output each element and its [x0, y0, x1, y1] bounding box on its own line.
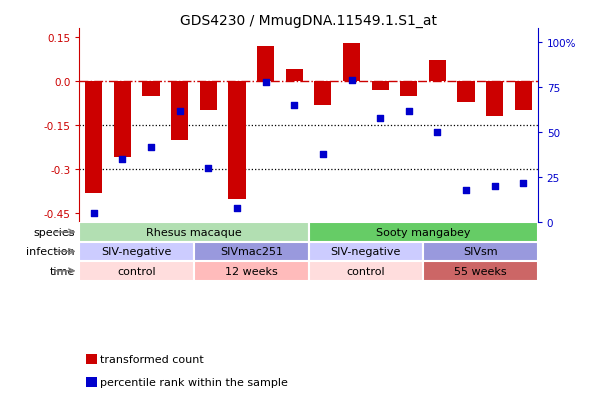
- Text: SIVmac251: SIVmac251: [220, 247, 283, 257]
- Bar: [343, 44, 360, 82]
- Bar: [79, 261, 194, 281]
- Title: GDS4230 / MmugDNA.11549.1.S1_at: GDS4230 / MmugDNA.11549.1.S1_at: [180, 14, 437, 28]
- Text: percentile rank within the sample: percentile rank within the sample: [100, 377, 288, 387]
- Bar: [309, 242, 423, 261]
- Text: infection: infection: [26, 247, 75, 257]
- Bar: [458, 82, 475, 102]
- Text: control: control: [117, 266, 156, 276]
- Text: control: control: [346, 266, 385, 276]
- Bar: [85, 82, 103, 193]
- Text: SIVsm: SIVsm: [463, 247, 498, 257]
- Text: Sooty mangabey: Sooty mangabey: [376, 228, 470, 237]
- Bar: [142, 82, 159, 97]
- Bar: [423, 242, 538, 261]
- Point: [375, 115, 385, 122]
- Bar: [114, 82, 131, 158]
- Point: [346, 78, 356, 84]
- Point: [404, 108, 414, 115]
- Bar: [194, 242, 309, 261]
- Bar: [79, 223, 309, 242]
- Bar: [314, 82, 331, 105]
- Text: Rhesus macaque: Rhesus macaque: [146, 228, 242, 237]
- Text: transformed count: transformed count: [100, 354, 204, 364]
- Point: [318, 151, 327, 158]
- Bar: [79, 242, 194, 261]
- Point: [175, 108, 185, 115]
- Point: [117, 157, 127, 163]
- Text: SIV-negative: SIV-negative: [331, 247, 401, 257]
- Bar: [285, 70, 303, 82]
- Bar: [400, 82, 417, 97]
- Point: [490, 183, 500, 190]
- Text: 12 weeks: 12 weeks: [225, 266, 277, 276]
- Point: [290, 103, 299, 109]
- Bar: [229, 82, 246, 199]
- Point: [146, 144, 156, 151]
- Text: SIV-negative: SIV-negative: [101, 247, 172, 257]
- Bar: [309, 261, 423, 281]
- Bar: [194, 261, 309, 281]
- Bar: [171, 82, 188, 140]
- Point: [232, 205, 242, 211]
- Bar: [429, 61, 446, 82]
- Bar: [309, 223, 538, 242]
- Point: [89, 211, 98, 217]
- Point: [203, 166, 213, 172]
- Text: species: species: [34, 228, 75, 237]
- Point: [519, 180, 529, 187]
- Text: time: time: [49, 266, 75, 276]
- Point: [261, 79, 271, 86]
- Bar: [371, 82, 389, 90]
- Bar: [200, 82, 217, 111]
- Bar: [514, 82, 532, 111]
- Bar: [486, 82, 503, 117]
- Point: [433, 130, 442, 136]
- Bar: [257, 47, 274, 82]
- Bar: [423, 261, 538, 281]
- Text: 55 weeks: 55 weeks: [454, 266, 507, 276]
- Point: [461, 187, 471, 194]
